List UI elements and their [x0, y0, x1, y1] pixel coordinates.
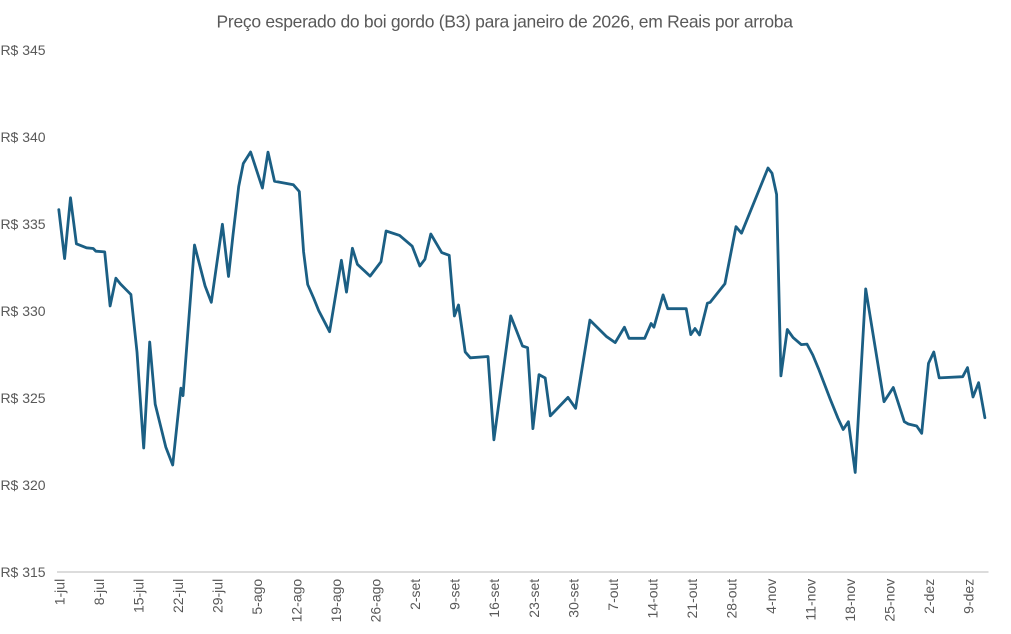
svg-text:R$ 335: R$ 335	[0, 216, 45, 232]
svg-text:12-ago: 12-ago	[289, 579, 305, 623]
svg-text:25-nov: 25-nov	[882, 579, 898, 622]
svg-text:5-ago: 5-ago	[249, 579, 265, 615]
svg-text:21-out: 21-out	[684, 579, 700, 619]
svg-text:9-dez: 9-dez	[961, 579, 977, 614]
svg-text:R$ 315: R$ 315	[0, 564, 45, 580]
svg-text:2-set: 2-set	[407, 579, 423, 610]
svg-text:29-jul: 29-jul	[210, 579, 226, 613]
svg-text:9-set: 9-set	[447, 579, 463, 610]
svg-text:22-jul: 22-jul	[170, 579, 186, 613]
svg-text:8-jul: 8-jul	[91, 579, 107, 605]
svg-text:11-nov: 11-nov	[803, 579, 819, 621]
svg-text:26-ago: 26-ago	[368, 579, 384, 623]
svg-text:2-dez: 2-dez	[921, 579, 937, 614]
svg-text:7-out: 7-out	[605, 579, 621, 611]
svg-text:28-out: 28-out	[723, 579, 739, 619]
svg-text:R$ 340: R$ 340	[0, 129, 45, 145]
svg-text:1-jul: 1-jul	[51, 579, 67, 605]
svg-text:R$ 345: R$ 345	[0, 42, 45, 58]
svg-text:14-out: 14-out	[644, 579, 660, 619]
svg-text:30-set: 30-set	[565, 579, 581, 618]
svg-text:R$ 320: R$ 320	[0, 477, 45, 493]
svg-text:4-nov: 4-nov	[763, 579, 779, 614]
svg-text:R$ 325: R$ 325	[0, 390, 45, 406]
svg-text:19-ago: 19-ago	[328, 579, 344, 623]
svg-text:18-nov: 18-nov	[842, 579, 858, 622]
svg-text:23-set: 23-set	[526, 579, 542, 618]
svg-text:16-set: 16-set	[486, 579, 502, 618]
svg-text:R$ 330: R$ 330	[0, 303, 45, 319]
svg-text:Preço esperado do boi gordo (B: Preço esperado do boi gordo (B3) para ja…	[217, 11, 794, 31]
svg-text:15-jul: 15-jul	[131, 579, 147, 613]
